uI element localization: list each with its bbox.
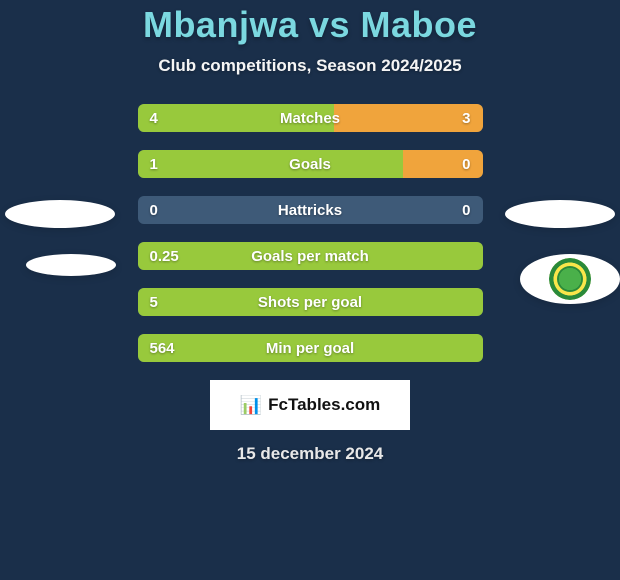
left-badge-top (5, 200, 115, 228)
left-badge-bottom (26, 254, 116, 276)
club-logo-icon (549, 258, 591, 300)
stat-right-value: 0 (462, 196, 470, 224)
stat-bars: 4Matches31Goals00Hattricks00.25Goals per… (138, 104, 483, 362)
stat-label: Goals per match (138, 242, 483, 270)
stat-row: 0Hattricks0 (138, 196, 483, 224)
brand-footer[interactable]: 📊 FcTables.com (210, 380, 410, 430)
brand-icon: 📊 (240, 396, 262, 414)
comparison-card: Mbanjwa vs Maboe Club competitions, Seas… (0, 0, 620, 580)
stat-label: Min per goal (138, 334, 483, 362)
stat-label: Hattricks (138, 196, 483, 224)
page-title: Mbanjwa vs Maboe (0, 4, 620, 46)
stat-label: Goals (138, 150, 483, 178)
stat-row: 564Min per goal (138, 334, 483, 362)
date-text: 15 december 2024 (0, 444, 620, 464)
stat-row: 0.25Goals per match (138, 242, 483, 270)
brand-label: FcTables.com (268, 395, 380, 415)
right-badge-top (505, 200, 615, 228)
stat-row: 4Matches3 (138, 104, 483, 132)
stat-label: Shots per goal (138, 288, 483, 316)
stat-row: 5Shots per goal (138, 288, 483, 316)
stat-label: Matches (138, 104, 483, 132)
stat-right-value: 3 (462, 104, 470, 132)
right-badge-bottom (520, 254, 620, 304)
stat-right-value: 0 (462, 150, 470, 178)
stat-row: 1Goals0 (138, 150, 483, 178)
subtitle: Club competitions, Season 2024/2025 (0, 56, 620, 76)
